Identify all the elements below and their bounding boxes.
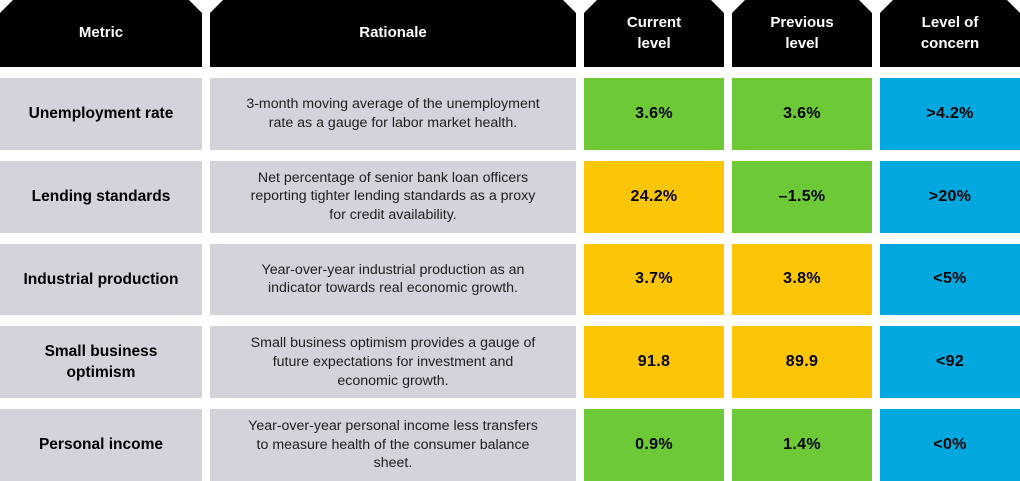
metric-label: Small business optimism [44,342,158,382]
previous-level-cell: 3.8% [732,243,872,316]
current-level-cell: 3.6% [584,78,724,150]
metric-cell: Unemployment rate [0,78,202,150]
column-header-rationale: Rationale [210,0,576,67]
previous-level-cell: 89.9 [732,326,872,399]
rationale-cell: Net percentage of senior bank loan offic… [210,160,576,233]
level-of-concern-cell: >4.2% [880,78,1020,150]
current-level-cell: 24.2% [584,160,724,233]
column-header-label: Metric [78,24,124,42]
column-header-label: Level of concern [920,14,980,52]
current-level-cell: 3.7% [584,243,724,316]
column-header-level-of-concern: Level of concern [880,0,1020,67]
level-of-concern-cell: <5% [880,243,1020,316]
column-header-label: Rationale [359,24,427,42]
level-of-concern-cell: <0% [880,409,1020,481]
rationale-cell: 3-month moving average of the unemployme… [210,78,576,150]
current-level-cell: 0.9% [584,409,724,481]
current-level-cell: 91.8 [584,326,724,399]
metric-cell: Lending standards [0,160,202,233]
previous-level-cell: 1.4% [732,409,872,481]
metric-label: Industrial production [23,270,179,288]
level-of-concern-cell: >20% [880,160,1020,233]
metric-cell: Small business optimism [0,326,202,399]
column-header-metric: Metric [0,0,202,67]
level-of-concern-cell: <92 [880,326,1020,399]
previous-level-cell: 3.6% [732,78,872,150]
metric-label: Unemployment rate [28,105,174,123]
rationale-cell: Year-over-year industrial production as … [210,243,576,316]
column-header-label: Previous level [770,14,834,52]
column-header-previous-level: Previous level [732,0,872,67]
metric-cell: Personal income [0,409,202,481]
metric-label: Personal income [38,436,164,454]
rationale-cell: Year-over-year personal income less tran… [210,409,576,481]
metric-cell: Industrial production [0,243,202,316]
metric-label: Lending standards [31,187,171,205]
rationale-cell: Small business optimism provides a gauge… [210,326,576,399]
column-header-label: Current level [626,14,682,52]
previous-level-cell: –1.5% [732,160,872,233]
column-header-current-level: Current level [584,0,724,67]
